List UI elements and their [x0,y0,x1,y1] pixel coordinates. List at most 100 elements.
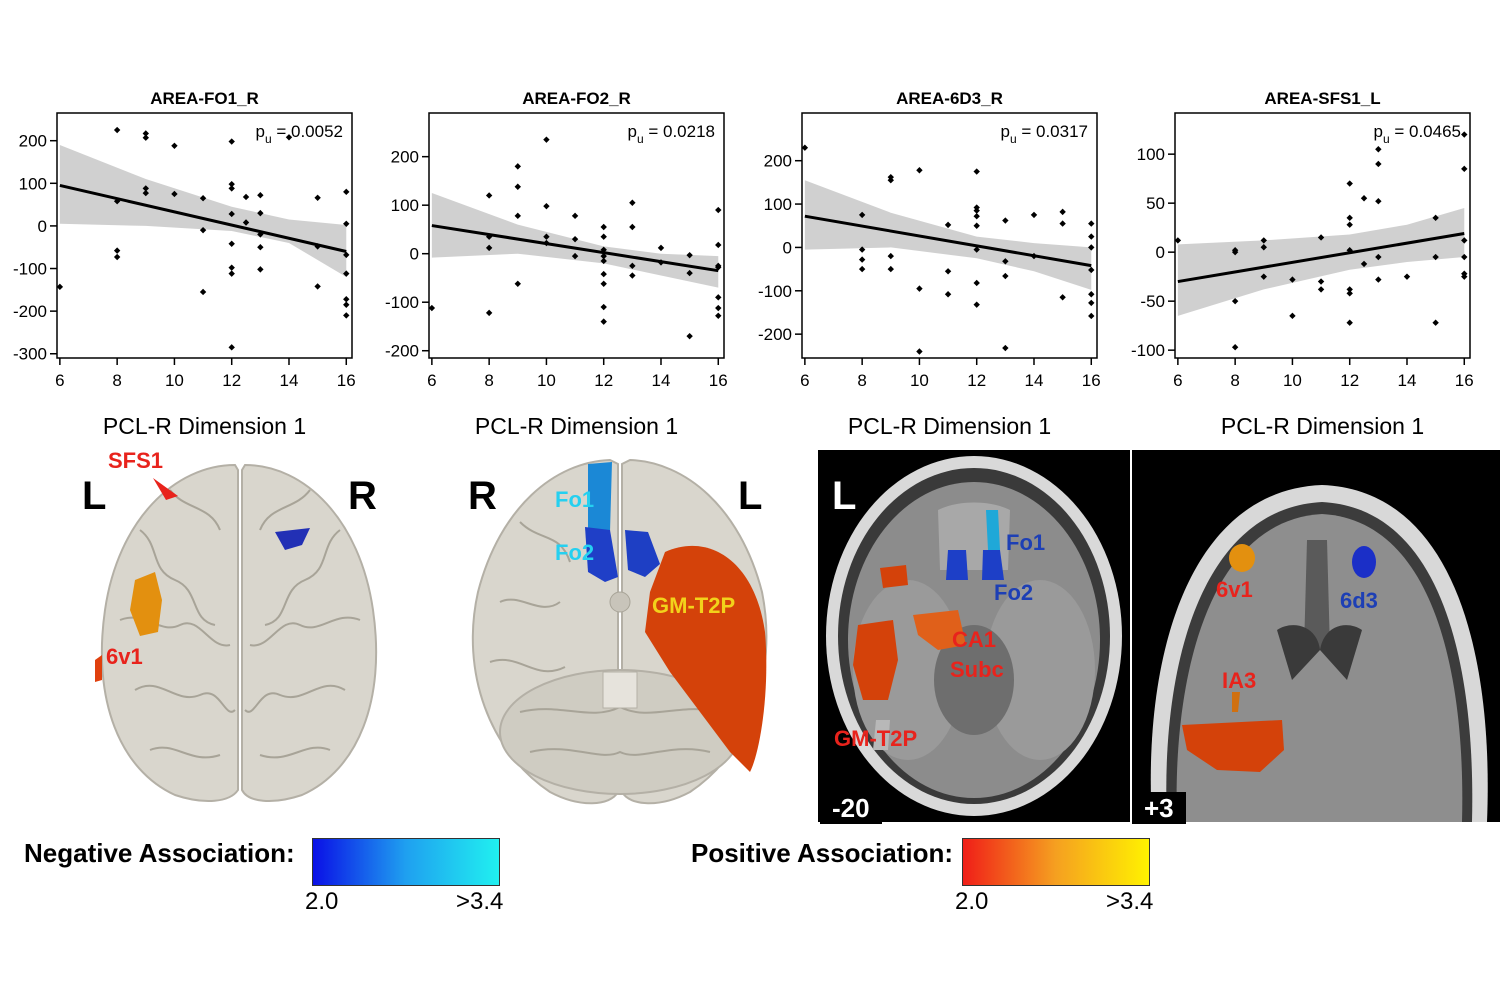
x-tick-label: 8 [112,371,121,390]
data-point [944,221,952,229]
data-point [1231,344,1239,351]
data-point [1317,234,1325,241]
data-point [600,280,607,287]
data-point [686,332,693,340]
data-point [142,189,149,197]
plot-frame [428,112,725,359]
label-left-ventral: L [738,474,763,518]
data-point [228,264,235,271]
data-point [686,269,693,277]
data-point [629,262,636,270]
label-gm-t2p-ventral: GM-T2P [652,593,736,618]
x-tick-label: 16 [337,371,356,390]
data-point [944,291,952,298]
data-point [887,265,894,273]
data-point [1360,260,1368,268]
scatter-chart-1: AREA-FO1_R 6 8 10 12 14 16 200 100 0 -100 -200 -300 p… [13,89,356,439]
data-point [887,252,894,260]
data-point [715,294,722,301]
data-point [571,235,579,243]
y-tick-label: 100 [19,174,47,193]
data-point [715,241,722,249]
data-point [171,190,178,198]
y-tick-label: 200 [764,152,792,171]
data-point [228,185,235,192]
data-point [858,265,866,273]
label-left-axial: L [832,474,857,518]
y-tick-label: -200 [758,325,792,344]
data-point [142,134,149,141]
data-point [1461,165,1468,173]
y-tick-label: -300 [13,345,47,364]
data-point [343,296,350,303]
data-point [1317,278,1325,285]
data-point [56,283,64,291]
plot-frame [1174,112,1471,359]
data-point [916,348,923,355]
data-point [1289,312,1296,320]
x-tick-label: 8 [484,371,493,390]
x-tick-label: 8 [1230,371,1239,390]
data-point [973,246,980,253]
x-tick-label: 10 [910,371,929,390]
regression-line [59,183,347,253]
data-point [113,198,121,205]
data-point [973,279,980,287]
data-point [1059,294,1066,301]
data-point [916,167,923,174]
brain-dorsal-image [95,463,378,802]
data-point [1002,272,1009,280]
label-sfs1: SFS1 [108,448,164,473]
data-point [1346,221,1353,228]
x-tick-label: 16 [1082,371,1101,390]
data-point [1088,312,1095,320]
data-point [600,318,607,325]
data-point [973,168,980,175]
data-point [543,239,550,247]
data-point [1375,198,1382,205]
positive-colorbar [962,838,1150,886]
x-tick-label: 8 [857,371,866,390]
data-point [171,142,178,150]
data-point [571,212,579,220]
data-point [1461,131,1468,138]
scatter-chart-3: AREA-6D3_R 6 8 10 12 14 16 200 100 0 -100 -200 pu = … [758,89,1101,439]
label-fo1-axial: Fo1 [1006,530,1046,555]
data-point [1088,220,1095,227]
negative-colorbar-min: 2.0 [305,888,339,915]
data-point [600,270,607,278]
data-point [1088,299,1095,307]
data-point [1059,208,1066,216]
scatter-chart-row: AREA-FO1_R 6 8 10 12 14 16 200 100 0 -100 -200 -300 p… [0,0,1500,450]
data-point [514,183,521,190]
plot-frame [56,112,353,359]
data-point [228,344,235,351]
data-point [600,233,607,240]
data-point [1174,237,1182,244]
data-point [571,252,579,260]
data-point [715,304,722,312]
y-tick-label: -200 [13,302,47,321]
x-tick-label: 6 [1173,371,1182,390]
data-point [1375,253,1382,261]
data-point [600,252,607,260]
brain-ventral-panel [460,452,780,812]
data-point [657,259,665,266]
data-point [314,194,321,201]
y-tick-label: 100 [391,196,419,215]
data-point [858,246,866,253]
data-point [1432,319,1439,326]
data-point [543,202,550,210]
x-tick-label: 14 [652,371,671,390]
x-tick-label: 10 [1283,371,1302,390]
data-point [113,253,121,261]
label-fo2-axial: Fo2 [994,580,1034,605]
data-point [715,206,722,214]
regression-line [804,214,1092,268]
data-point [973,207,980,214]
regression-line [1177,232,1465,284]
data-point [113,247,121,254]
x-tick-label: 14 [1025,371,1044,390]
data-point [485,244,493,252]
negative-colorbar [312,838,500,886]
